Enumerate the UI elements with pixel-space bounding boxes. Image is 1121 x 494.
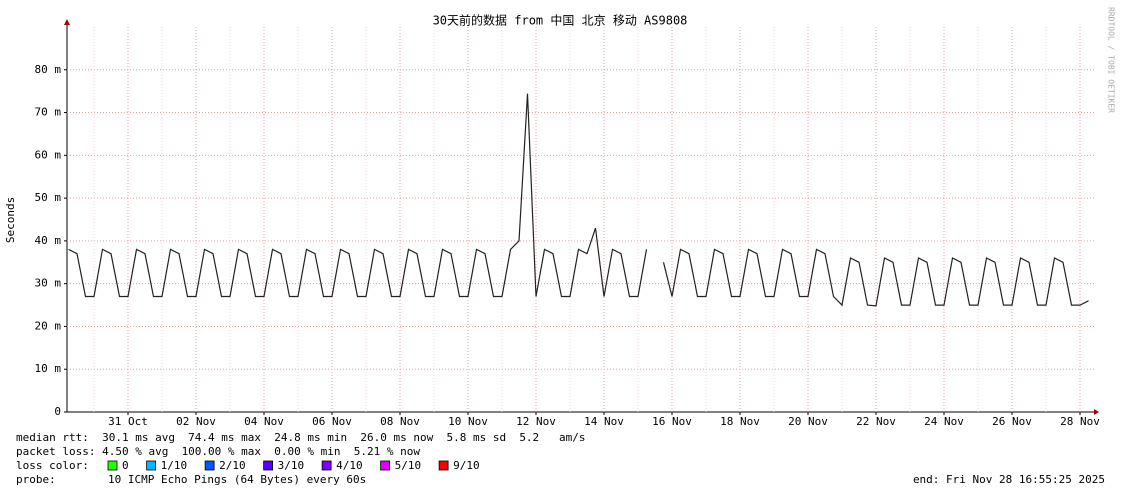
x-tick-label: 04 Nov [244, 415, 284, 428]
rtt-line [68, 93, 648, 298]
y-tick-label: 80 m [35, 63, 62, 76]
legend-swatch [321, 460, 332, 471]
x-tick-label: 10 Nov [448, 415, 488, 428]
y-arrow [64, 19, 70, 25]
legend-swatch [438, 460, 449, 471]
legend-label: 9/10 [453, 459, 480, 472]
x-arrow [1094, 409, 1099, 415]
stats-line: median rtt: 30.1 ms avg 74.4 ms max 24.8… [16, 431, 586, 444]
legend-swatch [204, 460, 215, 471]
x-tick-label: 12 Nov [516, 415, 556, 428]
x-tick-label: 08 Nov [380, 415, 420, 428]
x-tick-label: 16 Nov [652, 415, 692, 428]
end-time: end: Fri Nov 28 16:55:25 2025 [913, 473, 1105, 486]
probe: 10 ICMP Echo Pings (64 Bytes) every 60s [108, 473, 366, 486]
y-tick-label: 20 m [35, 319, 62, 332]
legend-label: 3/10 [278, 459, 305, 472]
y-tick-label: 10 m [35, 362, 62, 375]
x-tick-label: 14 Nov [584, 415, 624, 428]
y-tick-label: 50 m [35, 191, 62, 204]
x-tick-label: 18 Nov [720, 415, 760, 428]
x-tick-label: 20 Nov [788, 415, 828, 428]
chart-title: 30天前的数据 from 中国 北京 移动 AS9808 [433, 13, 688, 28]
x-tick-label: 24 Nov [924, 415, 964, 428]
y-tick-label: 30 m [35, 277, 62, 290]
legend-label: 1/10 [161, 459, 188, 472]
y-tick-label: 70 m [35, 106, 62, 119]
x-tick-label: 06 Nov [312, 415, 352, 428]
probe-label: probe: [16, 473, 56, 486]
legend-swatch [107, 460, 118, 471]
legend-label: 4/10 [336, 459, 363, 472]
rtt-line [662, 248, 1089, 307]
x-tick-label: 31 Oct [108, 415, 148, 428]
x-tick-label: 28 Nov [1060, 415, 1100, 428]
legend-label: 2/10 [219, 459, 246, 472]
stats-line: packet loss: 4.50 % avg 100.00 % max 0.0… [16, 445, 420, 458]
watermark: RRDTOOL / TOBI OETIKER [1107, 7, 1116, 113]
x-tick-label: 26 Nov [992, 415, 1032, 428]
x-tick-label: 22 Nov [856, 415, 896, 428]
y-tick-label: 40 m [35, 234, 62, 247]
legend-title: loss color: [16, 459, 89, 472]
legend-label: 0 [122, 459, 129, 472]
legend-swatch [263, 460, 274, 471]
y-tick-label: 0 [54, 405, 61, 418]
y-tick-label: 60 m [35, 148, 62, 161]
x-tick-label: 02 Nov [176, 415, 216, 428]
legend-swatch [146, 460, 157, 471]
legend-label: 5/10 [395, 459, 422, 472]
y-axis-label: Seconds [4, 197, 17, 243]
legend-swatch [380, 460, 391, 471]
